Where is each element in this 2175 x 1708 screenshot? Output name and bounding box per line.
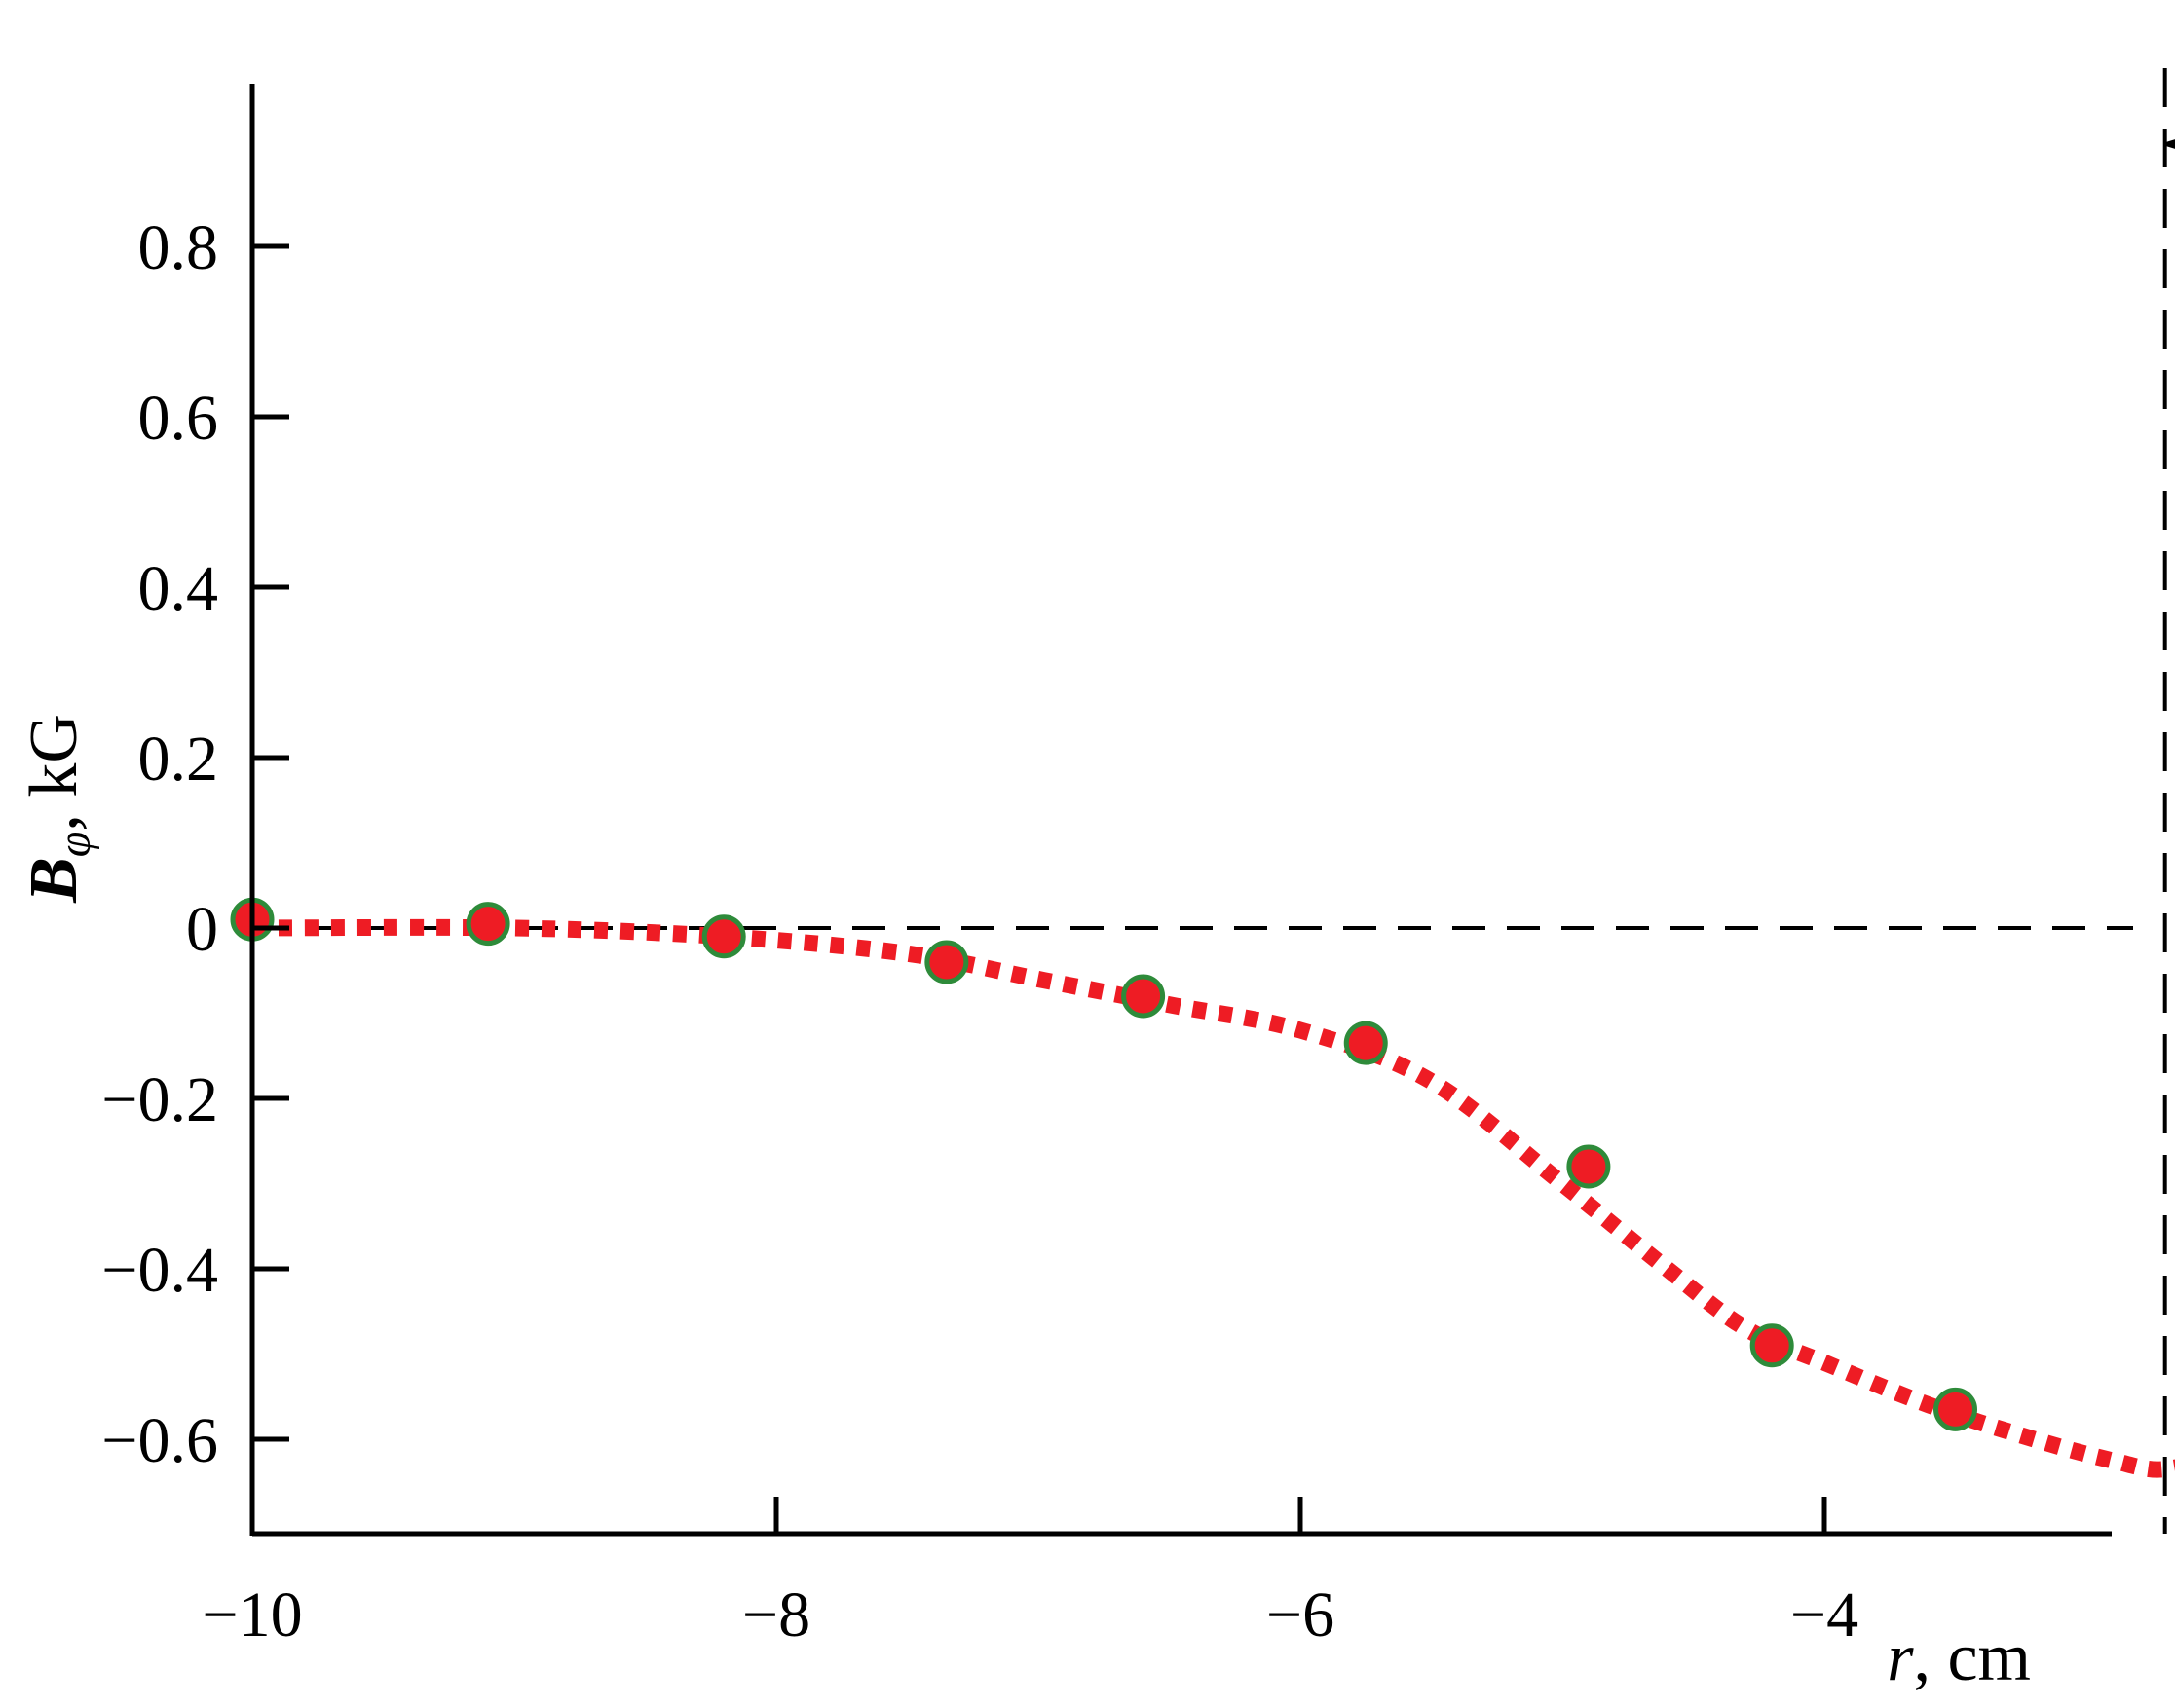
fit-curve-path <box>251 918 2175 1478</box>
data-point <box>1566 1144 1611 1189</box>
data-point <box>1343 1021 1388 1065</box>
y-axis-title: Bφ, kG <box>17 714 100 904</box>
data-point <box>466 902 510 947</box>
data-point <box>1933 1387 1977 1431</box>
fit-curve <box>251 918 2175 1478</box>
y-tick-label: 0.6 <box>138 383 219 454</box>
data-point <box>701 914 746 959</box>
y-tick-label: −0.2 <box>101 1064 218 1135</box>
x-ticks: −10−8−6−4−2024 <box>202 1497 1858 1651</box>
data-points <box>230 897 1977 1431</box>
x-tick-label: −4 <box>1790 1579 1858 1651</box>
reference-lines <box>252 68 2167 1534</box>
y-tick-label: 0.4 <box>138 553 219 624</box>
y-tick-label: 0.2 <box>138 724 219 795</box>
y-tick-label: −0.4 <box>101 1235 218 1306</box>
annotation-layer: ⌀ 4.6 cmt = 7.3 μs <box>2168 60 2175 219</box>
x-tick-label: −8 <box>742 1579 810 1651</box>
data-point <box>924 940 969 984</box>
x-tick-label: −6 <box>1266 1579 1334 1651</box>
y-tick-label: 0 <box>186 894 218 965</box>
data-point <box>1121 974 1166 1019</box>
y-ticks: −0.6 −0.4 −0.2 0 0.2 0.4 0.6 0.8 <box>101 212 289 1476</box>
x-axis-title: r, cm <box>1887 1620 2031 1695</box>
y-tick-label: 0.8 <box>138 212 219 283</box>
data-point <box>1749 1323 1794 1368</box>
x-tick-label: −10 <box>202 1579 302 1651</box>
y-tick-label: −0.6 <box>101 1405 218 1476</box>
